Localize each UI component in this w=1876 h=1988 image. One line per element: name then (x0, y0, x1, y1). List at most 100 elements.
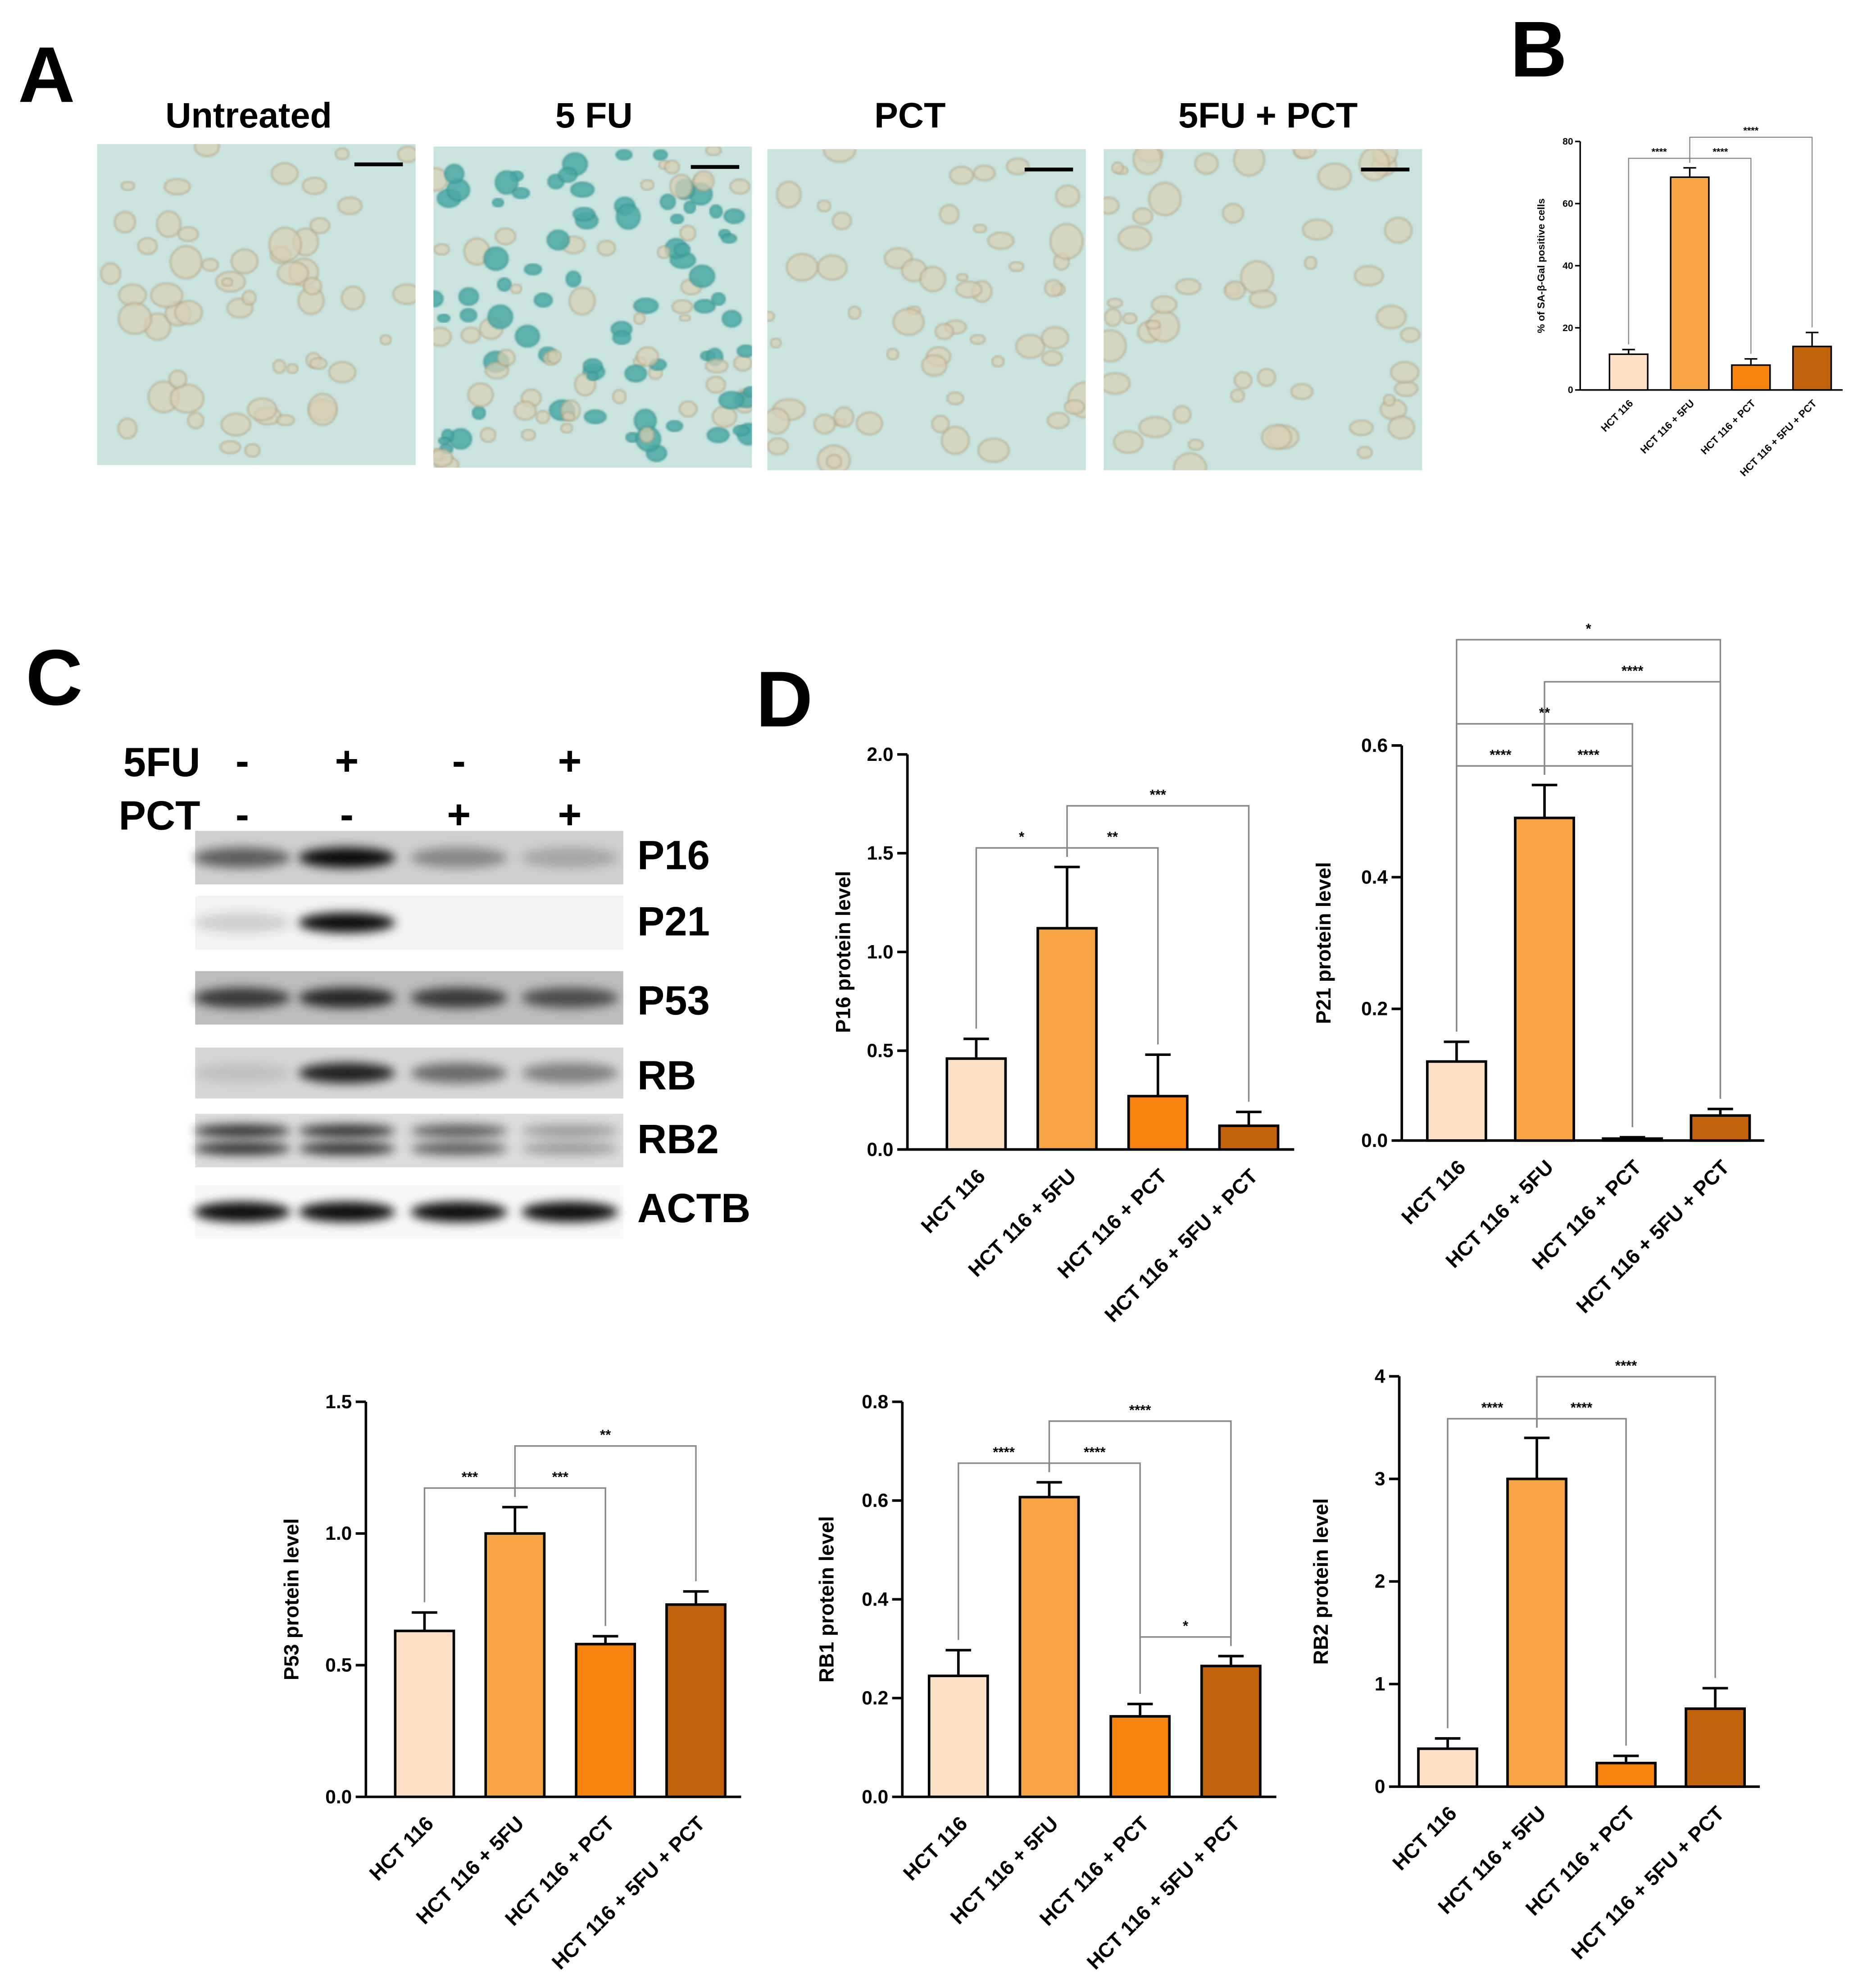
cell (1317, 163, 1352, 190)
bar (1670, 176, 1710, 391)
cell (547, 230, 570, 250)
cell (562, 411, 575, 421)
blot-strip (194, 831, 623, 885)
cell (693, 170, 714, 191)
y-tick-label: 0.6 (1361, 735, 1388, 756)
blot-band (194, 1063, 291, 1083)
cell (1233, 149, 1265, 177)
cell (337, 196, 363, 215)
error-bar (1145, 1053, 1171, 1096)
bracket-line (1456, 639, 1722, 1099)
cell (1148, 182, 1181, 216)
cell (1132, 208, 1153, 225)
blot-band (298, 912, 395, 933)
cell (1176, 278, 1201, 295)
cell (1357, 446, 1373, 459)
significance-bracket: ** (514, 1427, 697, 1582)
cell (310, 217, 330, 234)
cell (886, 348, 899, 360)
bar (1426, 1060, 1487, 1142)
cell (672, 300, 693, 314)
cell (931, 415, 949, 433)
cell (1293, 149, 1316, 159)
cell (510, 283, 522, 294)
y-tick-label: 4 (1375, 1365, 1385, 1387)
blot-band (298, 1124, 395, 1137)
cell (712, 406, 737, 428)
error-bar (1805, 332, 1819, 347)
cell (1222, 203, 1244, 223)
micrograph (433, 146, 752, 468)
cell (1047, 412, 1070, 429)
y-tick-label: 0.0 (867, 1139, 894, 1160)
blot-band (194, 847, 291, 868)
cell (1304, 256, 1317, 270)
band-label: ACTB (637, 1186, 750, 1231)
significance-label: **** (1571, 1400, 1593, 1415)
cell (955, 281, 982, 298)
blot-strip (194, 971, 623, 1025)
band-label: P21 (637, 899, 710, 944)
blot-band (194, 1124, 291, 1137)
bar (1018, 1496, 1080, 1798)
error-bar (1218, 1655, 1244, 1666)
cell (1354, 265, 1384, 286)
cell (397, 146, 416, 163)
cell (308, 393, 338, 426)
cell (461, 327, 481, 343)
cell (433, 327, 452, 347)
panel-label: C (26, 633, 83, 722)
y-tick-label: 0.5 (867, 1040, 894, 1061)
cell (497, 278, 512, 291)
error-bar (683, 1590, 709, 1605)
cell (826, 454, 842, 469)
cell (437, 314, 450, 323)
blot-band (521, 1124, 618, 1137)
cell (558, 167, 577, 183)
bar (1685, 1707, 1746, 1788)
cell (1041, 326, 1069, 349)
micrograph (767, 149, 1086, 470)
error-bar (1054, 865, 1080, 928)
cell (1104, 308, 1122, 327)
cell (683, 200, 696, 214)
cell (118, 284, 147, 306)
cell (776, 181, 801, 208)
error-bar (1622, 349, 1635, 355)
blot-band (410, 847, 508, 868)
cell (1104, 372, 1131, 395)
cell (639, 427, 654, 443)
cell (164, 178, 191, 195)
cell (949, 166, 974, 185)
error-bar (945, 1649, 972, 1676)
cell (177, 226, 199, 242)
cell (569, 287, 595, 315)
cell (1118, 226, 1152, 250)
significance-label: **** (993, 1444, 1015, 1460)
cell (616, 204, 640, 230)
cell (309, 357, 327, 370)
bracket-line (1048, 1420, 1232, 1646)
band-label: P16 (637, 833, 710, 878)
cell (946, 391, 964, 405)
cell (1394, 381, 1418, 397)
error-bar (1702, 1687, 1728, 1709)
treatment-sign: - (236, 792, 249, 837)
treatment-sign: + (558, 792, 582, 837)
cell (433, 243, 450, 255)
cell (711, 292, 726, 306)
cell (271, 163, 299, 185)
cell (956, 273, 968, 282)
cell (736, 345, 752, 358)
cell (468, 382, 494, 407)
significance-label: **** (1615, 1358, 1637, 1374)
blot-band (410, 1124, 508, 1137)
cell (1111, 162, 1124, 174)
error-bar (1744, 358, 1758, 365)
error-bar (1613, 1754, 1639, 1763)
cell (524, 264, 542, 275)
y-tick-label: 0.5 (325, 1655, 352, 1676)
significance-bracket: **** (1689, 125, 1813, 328)
